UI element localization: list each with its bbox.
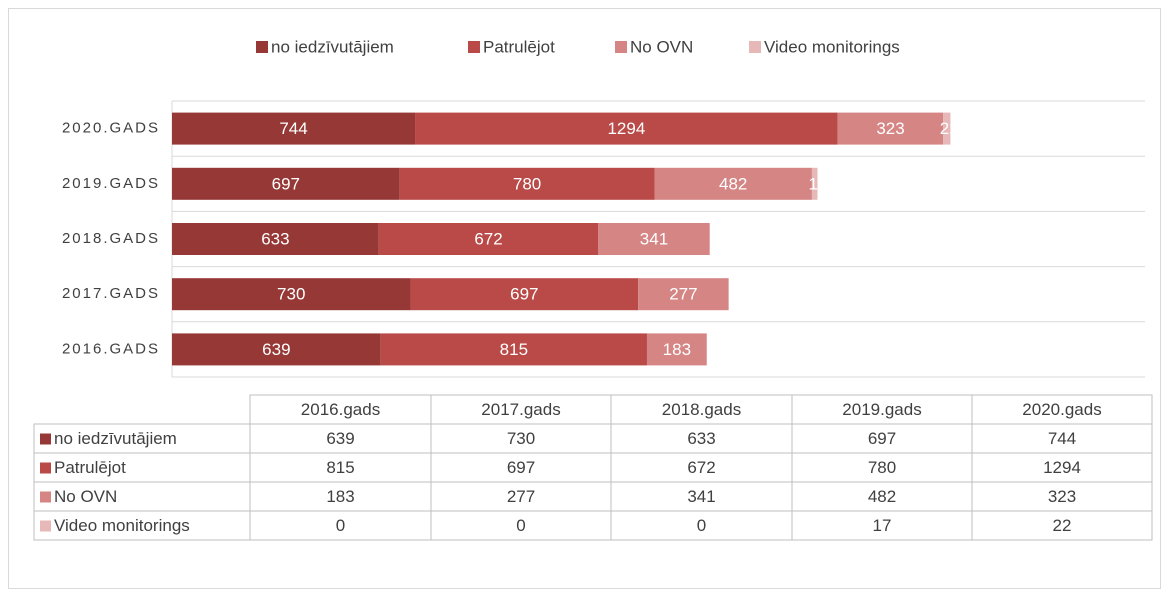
table-swatch	[40, 462, 51, 474]
table-swatch	[40, 433, 51, 445]
legend-label: no iedzīvutājiem	[271, 37, 394, 56]
data-label: 482	[719, 174, 747, 193]
table-row-label: Video monitorings	[54, 516, 190, 535]
table-cell: 697	[868, 429, 896, 448]
table-swatch	[40, 520, 51, 532]
legend-swatch	[615, 41, 627, 53]
table-cell: 277	[507, 487, 535, 506]
table-cell: 697	[507, 458, 535, 477]
table-cell: 0	[336, 516, 345, 535]
bar-segment	[380, 333, 647, 366]
y-tick-label: 2020.gads	[62, 120, 160, 137]
table-cell: 17	[873, 516, 892, 535]
legend-swatch	[256, 41, 268, 53]
table-cell: 780	[868, 458, 896, 477]
table-header: 2018.gads	[662, 400, 741, 419]
table-cell: 633	[687, 429, 715, 448]
bar-segment	[172, 167, 400, 200]
table-cell: 672	[687, 458, 715, 477]
data-label: 277	[669, 285, 697, 304]
data-label: 815	[500, 340, 528, 359]
data-label: 183	[663, 340, 691, 359]
table-header: 2016.gads	[301, 400, 380, 419]
table-swatch	[40, 491, 51, 503]
table-cell: 744	[1048, 429, 1076, 448]
table-cell: 639	[326, 429, 354, 448]
data-label: 672	[474, 229, 502, 248]
data-label: 1294	[607, 119, 645, 138]
table-cell: 323	[1048, 487, 1076, 506]
data-label: 639	[262, 340, 290, 359]
table-cell: 1294	[1043, 458, 1081, 477]
data-label: 341	[640, 229, 668, 248]
data-label: 22	[940, 119, 959, 138]
legend-swatch	[468, 41, 480, 53]
bar-segment	[399, 167, 655, 200]
table-row-label: Patrulējot	[54, 458, 126, 477]
bar-segment	[172, 333, 381, 366]
y-tick-label: 2017.gads	[62, 285, 160, 302]
bar-segment	[638, 278, 729, 311]
table-cell: 341	[687, 487, 715, 506]
bar-segment	[654, 167, 812, 200]
y-tick-label: 2016.gads	[62, 340, 160, 357]
legend-label: Video monitorings	[764, 37, 900, 56]
data-label: 780	[513, 174, 541, 193]
data-label: 633	[261, 229, 289, 248]
data-label: 0	[730, 285, 739, 304]
table-cell: 183	[326, 487, 354, 506]
bar-segment	[415, 112, 838, 145]
table-cell: 730	[507, 429, 535, 448]
table-row-label: No OVN	[54, 487, 117, 506]
bar-segment	[410, 278, 639, 311]
data-label: 730	[277, 285, 305, 304]
table-cell: 815	[326, 458, 354, 477]
y-tick-label: 2019.gads	[62, 175, 160, 192]
legend-label: No OVN	[630, 37, 693, 56]
table-cell: 0	[697, 516, 706, 535]
bar-segment	[172, 278, 411, 311]
table-cell: 22	[1053, 516, 1072, 535]
bar-segment	[172, 112, 416, 145]
table-header: 2017.gads	[481, 400, 560, 419]
bar-segment	[378, 223, 599, 255]
table-header: 2020.gads	[1022, 400, 1101, 419]
data-label: 0	[711, 229, 720, 248]
table-header: 2019.gads	[842, 400, 921, 419]
data-label: 697	[272, 174, 300, 193]
y-tick-label: 2018.gads	[62, 230, 160, 247]
bar-segment	[598, 223, 710, 255]
bar-segment	[943, 112, 951, 145]
table-cell: 0	[516, 516, 525, 535]
bar-segment	[172, 223, 379, 255]
bar-segment	[811, 167, 818, 200]
data-label: 0	[708, 340, 717, 359]
data-label: 17	[808, 174, 827, 193]
table-cell: 482	[868, 487, 896, 506]
legend-swatch	[749, 41, 761, 53]
bar-segment	[646, 333, 707, 366]
data-label: 744	[279, 119, 307, 138]
bar-segment	[837, 112, 944, 145]
data-label: 697	[510, 285, 538, 304]
table-row-label: no iedzīvutājiem	[54, 429, 177, 448]
legend-label: Patrulējot	[483, 37, 555, 56]
data-label: 323	[876, 119, 904, 138]
